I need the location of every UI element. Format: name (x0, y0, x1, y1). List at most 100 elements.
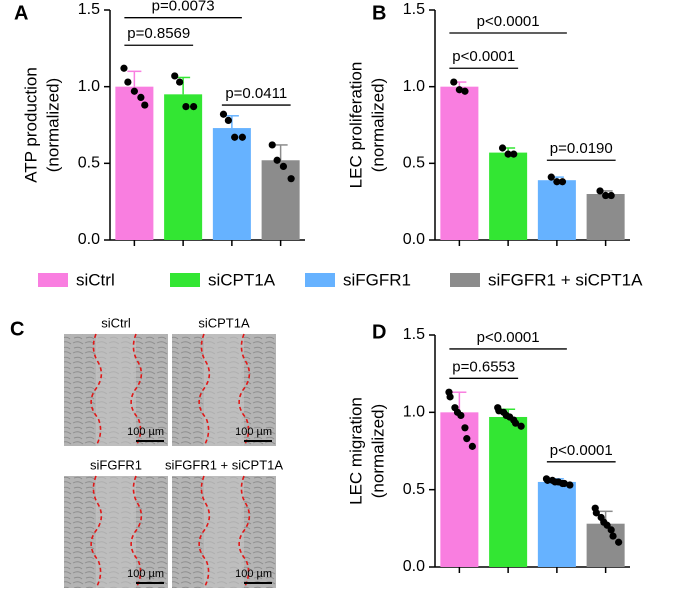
data-point (130, 87, 138, 95)
bar (261, 160, 300, 240)
data-point (231, 133, 239, 141)
bar (212, 128, 251, 240)
scale-bar-label: 100 µm (127, 426, 164, 438)
bar (537, 481, 576, 567)
micrograph-title: siCtrl (101, 315, 131, 330)
wound-edge (198, 333, 211, 447)
data-point (468, 442, 476, 450)
y-axis-label: LEC proliferation (346, 62, 365, 189)
wound-edge (198, 475, 211, 589)
data-point (219, 110, 228, 118)
wound-edge (90, 333, 103, 447)
legend-swatch (38, 273, 68, 287)
data-point (609, 532, 617, 540)
data-point (457, 411, 465, 420)
data-point (615, 538, 623, 546)
data-point (558, 178, 567, 186)
y-tick-label: 0.5 (403, 481, 425, 498)
data-point (603, 521, 611, 529)
data-point (566, 481, 574, 489)
micrograph-title: siCPT1A (198, 315, 250, 330)
data-point (510, 150, 518, 158)
data-point (279, 162, 288, 170)
bar (586, 194, 625, 240)
error-bar (176, 76, 191, 95)
data-point (607, 191, 615, 200)
data-point (498, 144, 507, 152)
y-tick-label: 1.5 (403, 326, 425, 343)
legend-label: siFGFR1 + siCPT1A (488, 270, 643, 289)
data-point (446, 393, 454, 401)
y-axis-label: (normalized) (368, 78, 387, 172)
p-value: p=0.0190 (550, 140, 613, 157)
bar (440, 412, 479, 567)
error-bar (127, 70, 142, 87)
data-point (461, 424, 469, 432)
data-point (120, 64, 128, 72)
wound-area (96, 476, 136, 588)
y-tick-label: 1.5 (403, 1, 425, 18)
p-value: p<0.0001 (477, 13, 540, 30)
y-tick-label: 0.0 (403, 231, 425, 248)
panel-label: D (372, 321, 386, 343)
data-point (504, 150, 512, 158)
data-point (182, 103, 190, 111)
data-point (602, 191, 610, 200)
y-tick-label: 1.0 (403, 404, 425, 421)
data-point (592, 509, 600, 517)
y-tick-label: 0.0 (403, 558, 425, 575)
panel-label: B (372, 2, 386, 24)
micrograph-title: siFGFR1 + siCPT1A (165, 457, 283, 472)
data-point (463, 435, 471, 443)
y-tick-label: 0.0 (78, 231, 100, 248)
data-point (547, 173, 555, 181)
p-value: p=0.0073 (152, 0, 215, 15)
error-bar (452, 391, 467, 413)
legend-swatch (170, 273, 200, 287)
data-point (461, 87, 469, 95)
legend-swatch (305, 273, 335, 287)
wound-area (96, 334, 136, 446)
data-point (287, 175, 295, 183)
data-point (124, 78, 132, 86)
data-point (224, 116, 232, 124)
y-tick-label: 1.0 (78, 78, 100, 95)
y-axis-label: (normalized) (368, 404, 387, 498)
y-axis-label: ATP production (21, 67, 40, 183)
p-value: p<0.0001 (452, 48, 515, 65)
wound-edge (130, 333, 143, 447)
data-point (171, 72, 179, 80)
y-axis-label: LEC migration (346, 397, 365, 505)
data-point (273, 156, 281, 164)
scale-bar-label: 100 µm (235, 568, 272, 580)
y-axis-label: (normalized) (43, 78, 62, 172)
p-value: p=0.6553 (452, 358, 515, 375)
error-bar (273, 144, 288, 161)
data-point (517, 422, 525, 430)
legend-label: siCPT1A (208, 270, 276, 289)
y-tick-label: 0.5 (78, 155, 100, 172)
data-point (176, 78, 184, 86)
y-tick-label: 1.5 (78, 1, 100, 18)
error-bar (224, 115, 239, 129)
wound-area (204, 334, 244, 446)
bar (164, 94, 203, 240)
data-point (268, 141, 276, 149)
data-point (511, 419, 520, 427)
wound-edge (238, 333, 251, 447)
p-value: p=0.8569 (127, 25, 190, 42)
y-tick-label: 1.0 (403, 78, 425, 95)
p-value: p<0.0001 (550, 442, 613, 459)
p-value: p<0.0001 (477, 329, 540, 346)
y-tick-label: 0.5 (403, 155, 425, 172)
p-value: p=0.0411 (225, 85, 287, 102)
wound-edge (130, 475, 143, 589)
bar (537, 180, 576, 240)
data-point (607, 526, 615, 534)
wound-edge (90, 475, 103, 589)
data-point (596, 187, 604, 195)
legend-label: siFGFR1 (343, 270, 411, 289)
data-point (450, 78, 458, 86)
panel-label: A (14, 2, 28, 24)
